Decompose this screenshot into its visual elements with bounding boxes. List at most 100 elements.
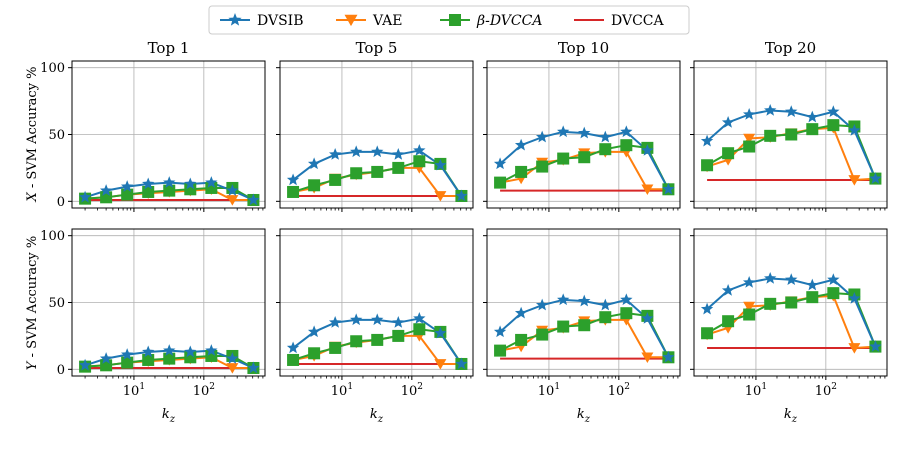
legend-entry-dvsib: DVSIB xyxy=(220,13,304,29)
point-dvsib xyxy=(785,105,798,118)
point-vae xyxy=(848,175,861,186)
point-bdvcca xyxy=(578,151,591,164)
point-dvsib xyxy=(434,158,447,171)
panel-row1-top-10: Top 10 xyxy=(483,39,681,212)
x-tick-label: 101 xyxy=(331,382,353,399)
panel-row2-top-20: 101 102 kz xyxy=(690,228,888,425)
panel-row1-top-5: Top 5 xyxy=(276,39,474,212)
legend: DVSIB VAE β-DVCCA DVCCA xyxy=(208,5,690,35)
point-bdvcca xyxy=(308,179,321,192)
point-bdvcca xyxy=(392,329,405,342)
point-bdvcca xyxy=(701,159,714,172)
panels: 0 50 100 Top 1 Top 5 Top 10 Top 20 0 50 100 101 102… xyxy=(40,39,888,425)
point-bdvcca xyxy=(701,327,714,340)
row-label-x-var: X xyxy=(25,192,40,203)
legend-label-dvcca: DVCCA xyxy=(611,13,665,29)
y-tick-label: 100 xyxy=(40,61,65,76)
point-dvsib xyxy=(392,316,405,328)
point-bdvcca xyxy=(371,165,384,178)
point-dvsib xyxy=(99,352,113,364)
point-bdvcca xyxy=(827,119,840,132)
point-bdvcca xyxy=(163,184,176,197)
panel-title: Top 5 xyxy=(356,39,398,57)
point-bdvcca xyxy=(350,335,363,348)
point-vae xyxy=(641,184,654,195)
point-dvsib xyxy=(286,341,300,354)
point-bdvcca xyxy=(515,333,528,346)
row-label-y: Y - SVM Accuracy % xyxy=(25,236,40,370)
point-dvsib xyxy=(535,130,549,143)
point-bdvcca xyxy=(764,297,777,310)
point-bdvcca xyxy=(743,140,756,153)
row-label-x-rest: - SVM Accuracy % xyxy=(25,66,40,192)
y-tick-label: 50 xyxy=(48,296,65,311)
x-axis-label: kz xyxy=(370,407,384,425)
point-dvsib xyxy=(184,345,197,358)
point-bdvcca xyxy=(620,307,633,320)
point-dvsib xyxy=(78,358,92,371)
point-dvsib xyxy=(869,340,882,352)
point-dvsib xyxy=(721,115,735,128)
point-dvsib xyxy=(350,313,363,326)
panel-row2-top-5: 101 102 kz xyxy=(276,228,474,425)
point-bdvcca xyxy=(350,167,363,180)
point-bdvcca xyxy=(515,165,528,178)
legend-entry-vae: VAE xyxy=(336,13,403,29)
point-bdvcca xyxy=(536,328,549,341)
y-tick-label: 50 xyxy=(48,128,65,143)
point-dvsib xyxy=(350,145,363,158)
point-bdvcca xyxy=(722,147,735,160)
point-dvsib xyxy=(742,107,756,120)
point-dvsib xyxy=(184,177,197,190)
point-dvsib xyxy=(120,180,134,192)
point-dvsib xyxy=(247,361,260,374)
legend-entry-bdvcca: β-DVCCA xyxy=(440,13,542,29)
x-tick-label: 102 xyxy=(401,382,423,399)
point-dvsib xyxy=(392,148,405,160)
point-bdvcca xyxy=(287,185,300,198)
point-dvsib xyxy=(848,291,861,304)
x-tick-label: 102 xyxy=(193,382,215,399)
point-dvsib xyxy=(371,313,384,326)
point-dvsib xyxy=(599,130,612,143)
point-dvsib xyxy=(578,126,591,139)
point-bdvcca xyxy=(392,161,405,174)
point-dvsib xyxy=(557,293,570,306)
point-bdvcca xyxy=(599,311,612,324)
panel-title: Top 1 xyxy=(148,39,190,57)
panel-title: Top 10 xyxy=(558,39,609,57)
point-bdvcca xyxy=(329,341,342,354)
point-dvsib xyxy=(371,145,384,158)
point-dvsib xyxy=(764,271,777,284)
point-dvsib xyxy=(455,357,468,370)
row-label-x: X - SVM Accuracy % xyxy=(25,66,40,202)
point-dvsib xyxy=(142,345,155,358)
point-vae xyxy=(743,301,756,313)
panel-row1-top-20: Top 20 xyxy=(690,39,888,212)
point-dvsib xyxy=(493,325,507,338)
point-bdvcca xyxy=(764,129,777,142)
x-axis-label: kz xyxy=(577,407,591,425)
point-bdvcca xyxy=(578,319,591,332)
point-bdvcca xyxy=(785,296,798,309)
point-bdvcca xyxy=(163,352,176,365)
x-tick-label: 102 xyxy=(608,382,630,399)
point-bdvcca xyxy=(287,353,300,366)
point-dvsib xyxy=(662,182,675,195)
point-dvsib xyxy=(620,125,633,138)
point-dvsib xyxy=(226,352,239,364)
point-bdvcca xyxy=(308,347,321,360)
row-label-y-rest: - SVM Accuracy % xyxy=(25,236,40,362)
point-dvsib xyxy=(328,148,342,160)
point-vae xyxy=(848,343,861,354)
point-dvsib xyxy=(641,144,654,156)
point-vae xyxy=(226,363,239,374)
point-bdvcca xyxy=(142,185,155,198)
legend-square-icon xyxy=(449,14,461,26)
point-dvsib xyxy=(806,278,819,291)
point-bdvcca xyxy=(557,152,570,165)
point-dvsib xyxy=(120,348,134,360)
panel-row2-top-1: 0 50 100 101 102 kz xyxy=(40,228,266,425)
point-dvsib xyxy=(247,193,260,206)
